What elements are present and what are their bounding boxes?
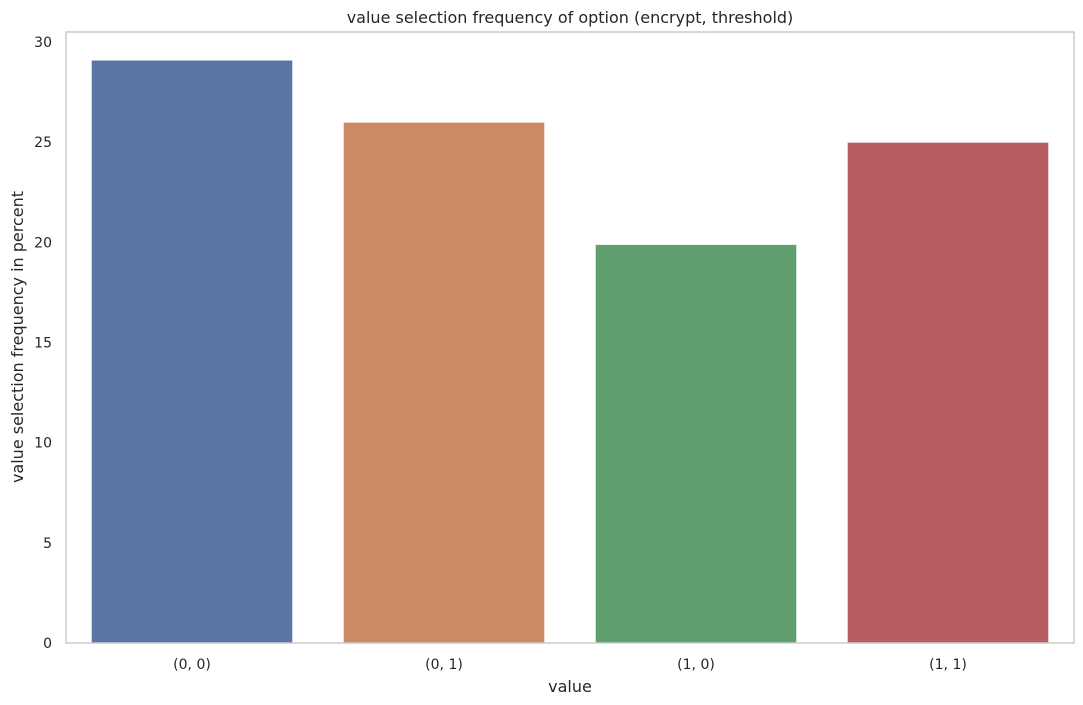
y-tick-label: 20 xyxy=(34,235,52,251)
y-axis-ticks: 0 5 10 15 20 25 30 xyxy=(34,35,52,652)
bar-2 xyxy=(594,243,798,644)
y-tick-label: 25 xyxy=(34,135,52,151)
x-tick-label: (1, 1) xyxy=(929,657,967,673)
bar-3 xyxy=(846,141,1050,644)
plot-area-frame xyxy=(65,31,1075,644)
x-axis-ticks: (0, 0) (0, 1) (1, 0) (1, 1) xyxy=(173,657,967,673)
y-tick-label: 10 xyxy=(34,436,52,452)
y-tick-label: 5 xyxy=(43,536,52,552)
x-tick-label: (0, 0) xyxy=(173,657,211,673)
bar-1 xyxy=(342,121,546,644)
y-tick-label: 30 xyxy=(34,35,52,51)
y-tick-label: 15 xyxy=(34,336,52,352)
bar-0 xyxy=(90,59,294,644)
x-tick-label: (1, 0) xyxy=(677,657,715,673)
chart-title: value selection frequency of option (enc… xyxy=(347,8,794,27)
bars-group xyxy=(90,59,1050,644)
y-axis-label: value selection frequency in percent xyxy=(8,191,27,483)
x-axis-label: value xyxy=(548,677,592,696)
x-tick-label: (0, 1) xyxy=(425,657,463,673)
y-tick-label: 0 xyxy=(43,636,52,652)
